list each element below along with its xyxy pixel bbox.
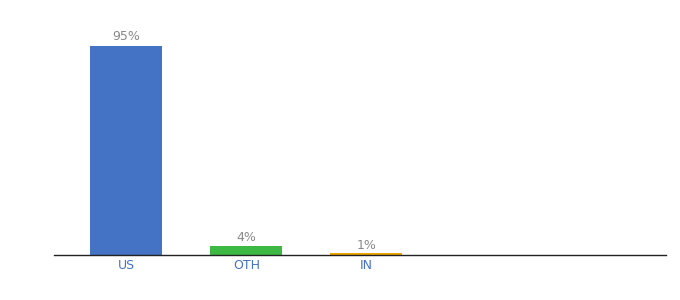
- Text: 95%: 95%: [112, 30, 140, 44]
- Text: 1%: 1%: [356, 239, 376, 252]
- Text: 4%: 4%: [237, 231, 256, 244]
- Bar: [90, 46, 163, 255]
- Bar: [210, 246, 282, 255]
- Bar: [330, 253, 403, 255]
